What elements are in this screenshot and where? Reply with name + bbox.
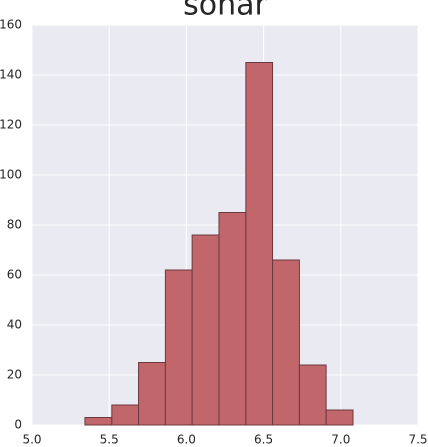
y-tick-label: 20 [7, 368, 22, 382]
bar [298, 364, 327, 426]
bar [218, 212, 247, 426]
y-tick-label: 160 [0, 18, 22, 32]
y-tick-label: 40 [7, 318, 22, 332]
y-tick-label: 0 [14, 418, 22, 432]
chart-title: sonar [183, 0, 267, 23]
y-tick-label: 60 [7, 268, 22, 282]
x-tick-label: 7.0 [331, 433, 350, 447]
x-tick-label: 5.5 [100, 433, 119, 447]
x-tick-label: 6.5 [254, 433, 273, 447]
bar [272, 259, 300, 426]
y-tick-label: 120 [0, 118, 22, 132]
bar [191, 234, 220, 426]
bar [111, 404, 140, 426]
x-tick-label: 7.5 [408, 433, 427, 447]
y-tick-label: 80 [7, 218, 22, 232]
x-tick-label: 6.0 [177, 433, 196, 447]
bar [325, 409, 354, 426]
bar [164, 269, 193, 426]
y-tick-label: 140 [0, 68, 22, 82]
bar [245, 62, 274, 426]
y-tick-label: 100 [0, 168, 22, 182]
bar [84, 417, 113, 426]
x-tick-label: 5.0 [22, 433, 41, 447]
bar [138, 362, 166, 426]
